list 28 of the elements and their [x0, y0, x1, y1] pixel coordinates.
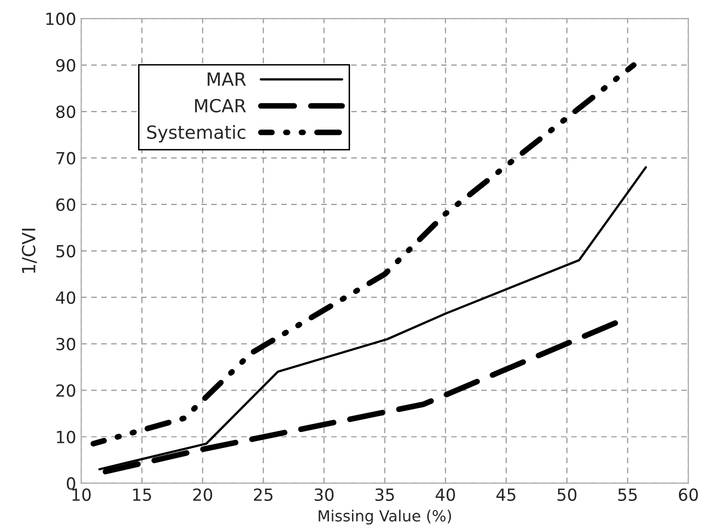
x-tick-label: 40	[436, 488, 455, 501]
y-tick-label: 50	[56, 244, 76, 258]
legend-label: MCAR	[195, 98, 246, 112]
y-tick-label: 100	[46, 12, 76, 26]
y-tick-label: 80	[56, 105, 76, 118]
x-tick-label: 30	[314, 488, 334, 501]
y-tick-label: 70	[56, 152, 76, 165]
y-tick-label: 40	[56, 291, 76, 304]
x-tick-label: 35	[375, 488, 394, 501]
y-tick-label: 20	[56, 384, 76, 397]
x-tick-label: 45	[496, 488, 516, 501]
x-axis-title: Missing Value (%)	[318, 510, 451, 525]
line-series	[98, 166, 647, 470]
y-tick-label: 60	[56, 198, 76, 212]
x-tick-label: 55	[618, 488, 637, 501]
y-axis-title: 1/CVI	[22, 228, 37, 273]
y-tick-label: 0	[66, 477, 76, 490]
x-tick-label: 15	[133, 488, 152, 501]
x-tick-label: 25	[254, 488, 272, 501]
y-tick-label: 90	[56, 59, 76, 72]
legend-label: Systematic	[147, 125, 246, 142]
legend-label: MAR	[208, 72, 246, 86]
x-tick-label: 50	[558, 488, 576, 501]
x-tick-label: 10	[72, 488, 91, 501]
y-tick-label: 10	[56, 430, 76, 444]
x-tick-label: 60	[678, 488, 698, 501]
y-tick-label: 30	[56, 338, 76, 350]
x-tick-label: 20	[193, 488, 212, 501]
